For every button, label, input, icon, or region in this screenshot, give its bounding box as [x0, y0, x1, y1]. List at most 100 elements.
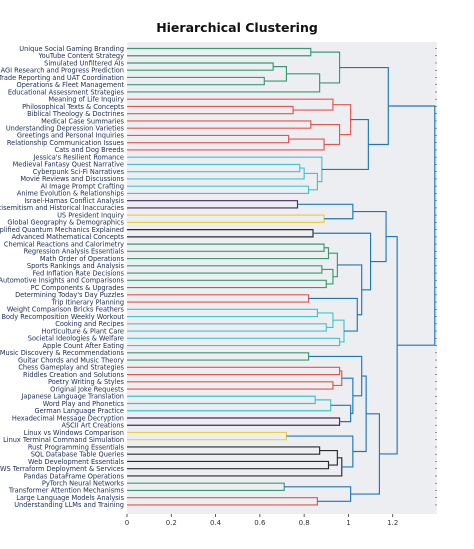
chart-title: Hierarchical Clustering	[156, 20, 318, 35]
leaf-label: ASCII Art Creations	[61, 422, 124, 430]
leaf-label: Math Order of Operations	[40, 255, 125, 263]
leaf-label: Trip Itinerary Planning	[51, 298, 124, 306]
leaf-label: AWS Terraform Deployment & Services	[0, 465, 125, 473]
leaf-label: Cats and Dog Breeds	[55, 146, 125, 154]
leaf-label: Regression Analysis Essentials	[24, 248, 125, 256]
leaf-label: Biblical Theology & Doctrines	[27, 110, 124, 118]
leaf-label: PC Components & Upgrades	[31, 284, 125, 292]
leaf-label: Global Geography & Demographics	[7, 219, 124, 227]
leaf-label: Original Joke Requests	[50, 385, 124, 393]
leaf-label: AI Image Prompt Crafting	[41, 182, 124, 190]
right-minor-ticks	[435, 48, 437, 506]
leaf-label: Japanese Language Translation	[20, 393, 124, 401]
leaf-label: Determining Today's Day Puzzles	[15, 291, 124, 299]
leaf-label: Large Language Models Analysis	[16, 494, 124, 502]
dendrogram-link	[127, 395, 316, 405]
leaf-label: Cooking and Recipes	[55, 320, 124, 328]
leaf-label: Apple Count After Eating	[43, 342, 124, 350]
leaf-label: Hexadecimal Message Decryption	[12, 414, 124, 422]
leaf-label: Cyberpunk Sci-Fi Narratives	[33, 168, 125, 176]
leaf-label: Antisemitism and Historical Inaccuracies	[0, 204, 125, 212]
leaf-label: Unique Social Gaming Branding	[19, 45, 124, 53]
dendrogram-links	[127, 47, 436, 506]
x-tick-label: 0.2	[166, 519, 177, 527]
x-tick-label: 1	[346, 519, 350, 527]
dendrogram-link	[127, 417, 341, 426]
leaf-label: Jessica's Resilient Romance	[32, 153, 124, 161]
x-axis: 0 0.2 0.4 0.6 0.8 1 1.2	[125, 514, 398, 527]
x-tick-label: 0	[125, 519, 129, 527]
leaf-label: Rust Programming Essentials	[28, 443, 125, 451]
leaf-label: Horticulture & Plant Care	[42, 327, 124, 335]
dendrogram-link	[127, 294, 310, 303]
dendrogram-link	[310, 123, 341, 146]
dendrogram-link	[127, 105, 294, 115]
leaf-label: AGI Research and Progress Prediction	[1, 67, 124, 75]
leaf-label: Guitar Chords and Music Theory	[18, 356, 124, 364]
leaf-label: Meaning of Life Inquiry	[48, 96, 124, 104]
leaf-label: Understanding Depression Varieties	[6, 124, 125, 132]
leaf-label: Linux vs Windows Comparison	[24, 429, 124, 437]
leaf-label: Philosophical Texts & Concepts	[22, 103, 124, 111]
leaf-label: Anime Evolution & Relationships	[17, 190, 125, 198]
x-tick-label: 0.6	[254, 519, 266, 527]
leaf-label: Music Discovery & Recommendations	[0, 349, 125, 357]
leaf-label: Word Play and Phonetics	[43, 400, 125, 408]
dendrogram-link	[310, 51, 341, 84]
dendrogram-link	[308, 355, 363, 397]
dendrogram-link	[321, 119, 369, 170]
leaf-label: Transformer Attention Mechanisms	[8, 487, 125, 495]
leaf-label: Operations & Fleet Management	[17, 81, 125, 89]
leaf-label: Societal Ideologies & Welfare	[28, 335, 124, 343]
dendrogram-link	[127, 138, 325, 151]
leaf-label: German Language Practice	[35, 407, 124, 415]
dendrogram-link	[127, 399, 332, 412]
leaf-label: Chemical Reactions and Calorimetry	[4, 240, 124, 248]
dendrogram-link	[127, 482, 285, 492]
leaf-label: Weight Comparison Bricks Feathers	[7, 306, 125, 314]
leaf-label: US President Inquiry	[57, 211, 124, 219]
leaf-label: Poetry Writing & Styles	[48, 378, 125, 386]
dendrogram-link	[388, 105, 436, 346]
dendrogram-link	[127, 156, 323, 183]
dendrogram-link	[313, 232, 372, 291]
leaf-label: Relationship Communication Issues	[7, 139, 125, 147]
leaf-label: Medieval Fantasy Quest Narrative	[13, 161, 124, 169]
dendrogram-link	[127, 352, 310, 361]
dendrogram-link	[341, 377, 354, 415]
dendrogram-link	[127, 185, 310, 194]
x-tick-label: 1.2	[387, 519, 398, 527]
leaf-label: Fed Inflation Rate Decisions	[32, 269, 124, 277]
plot-area	[127, 42, 437, 514]
leaf-label: Simplified Quantum Mechanics Explained	[0, 226, 124, 234]
dendrogram-link	[127, 243, 325, 252]
dendrogram-link	[127, 366, 341, 376]
leaf-label: Understanding LLMs and Training	[14, 501, 124, 509]
leaf-label: Automotive Insights and Comparisons	[0, 277, 125, 285]
x-tick-label: 0.4	[210, 519, 222, 527]
leaf-label: Body Recomposition Weekly Workout	[1, 313, 124, 321]
leaf-label: SQL Database Table Queries	[31, 451, 125, 459]
leaf-label: Chess Gameplay and Strategies	[18, 364, 124, 372]
dendrogram-link	[286, 435, 354, 468]
leaf-label: PyTorch Neural Networks	[42, 480, 125, 488]
leaf-label: Simulated Unfiltered AIs	[44, 59, 124, 67]
leaf-label: Linux Terminal Command Simulation	[3, 436, 124, 444]
leaf-label: Movie Reviews and Discussions	[20, 175, 124, 183]
leaf-label: Greetings and Personal Inquiries	[17, 132, 125, 140]
dendrogram-link	[127, 163, 301, 173]
dendrogram-link	[337, 264, 363, 316]
leaf-label: Trade Reporting and UAT Coordination	[0, 74, 124, 82]
leaf-label: Pandas DataFrame Operations	[24, 472, 125, 480]
leaf-label: Medical Case Summaries	[41, 117, 124, 125]
leaf-label: Riddles Creation and Solutions	[23, 371, 125, 379]
dendrogram-link	[297, 203, 354, 220]
leaf-label: Israel-Hamas Conflict Analysis	[24, 197, 124, 205]
dendrogram-link	[352, 210, 387, 263]
dendrogram-link	[328, 252, 338, 278]
leaf-label: Sports Rankings and Analysis	[27, 262, 125, 270]
dendrogram-link	[127, 265, 323, 274]
leaf-label: YouTube Content Strategy	[38, 52, 125, 60]
